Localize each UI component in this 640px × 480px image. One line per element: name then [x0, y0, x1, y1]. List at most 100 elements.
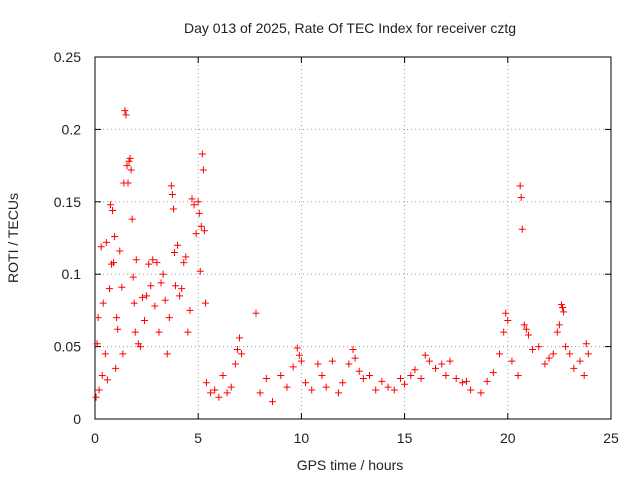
data-point: [458, 379, 466, 387]
data-point: [335, 389, 343, 397]
data-point: [560, 308, 568, 316]
data-point: [195, 209, 203, 217]
data-point: [442, 372, 450, 380]
data-point: [138, 293, 146, 301]
data-point: [520, 321, 528, 329]
chart-title: Day 013 of 2025, Rate Of TEC Index for r…: [184, 20, 516, 36]
data-point: [553, 328, 561, 336]
data-point: [558, 304, 566, 312]
data-point: [314, 360, 322, 368]
data-point: [199, 166, 207, 174]
data-point: [269, 398, 277, 406]
data-point: [184, 328, 192, 336]
data-point: [425, 357, 433, 365]
data-point: [149, 256, 157, 264]
y-tick-label: 0.05: [54, 339, 81, 355]
data-point: [283, 383, 291, 391]
data-point: [211, 386, 219, 394]
data-point: [438, 360, 446, 368]
data-point: [145, 260, 153, 268]
data-point: [123, 162, 131, 170]
data-point: [103, 376, 111, 384]
data-point: [372, 386, 380, 394]
data-point: [116, 247, 124, 255]
data-point: [182, 253, 190, 261]
data-point: [194, 198, 202, 206]
data-point: [483, 377, 491, 385]
data-point: [121, 107, 129, 115]
data-point: [582, 340, 590, 348]
data-point: [477, 389, 485, 397]
data-point: [201, 299, 209, 307]
data-point: [132, 256, 140, 264]
data-point: [541, 360, 549, 368]
data-point: [170, 248, 178, 256]
data-point: [421, 351, 429, 359]
data-point: [167, 182, 175, 190]
data-point: [467, 386, 475, 394]
data-point: [127, 166, 135, 174]
data-point: [390, 386, 398, 394]
data-point: [535, 343, 543, 351]
data-point: [207, 389, 215, 397]
data-point: [231, 360, 239, 368]
data-point: [143, 292, 151, 300]
x-tick-label: 0: [91, 430, 99, 446]
data-point: [99, 299, 107, 307]
data-point: [131, 328, 139, 336]
data-point: [302, 379, 310, 387]
data-point: [297, 357, 305, 365]
data-point: [417, 374, 425, 382]
data-point: [168, 191, 176, 199]
data-point: [318, 372, 326, 380]
data-point: [141, 317, 149, 325]
data-point: [238, 350, 246, 358]
data-point: [198, 150, 206, 158]
data-point: [157, 279, 165, 287]
data-point: [517, 193, 525, 201]
data-point: [197, 222, 205, 230]
data-point: [111, 233, 119, 241]
data-point: [196, 267, 204, 275]
data-point: [215, 393, 223, 401]
y-tick-label: 0.15: [54, 194, 81, 210]
data-point: [124, 179, 132, 187]
data-point: [161, 296, 169, 304]
data-point: [562, 343, 570, 351]
data-point: [463, 377, 471, 385]
data-point: [130, 299, 138, 307]
data-point: [504, 317, 512, 325]
data-point: [514, 372, 522, 380]
data-point: [114, 325, 122, 333]
data-point: [366, 372, 374, 380]
data-point: [106, 201, 114, 209]
data-point: [233, 345, 241, 353]
data-point: [110, 259, 118, 267]
data-point: [384, 383, 392, 391]
x-tick-label: 20: [500, 430, 516, 446]
data-point: [277, 372, 285, 380]
data-point: [401, 380, 409, 388]
data-point: [128, 215, 136, 223]
x-axis-label: GPS time / hours: [297, 457, 404, 473]
data-point: [566, 350, 574, 358]
data-point: [190, 201, 198, 209]
y-axis: 0 0.05 0.1 0.15 0.2 0.25: [54, 49, 611, 427]
data-point: [136, 343, 144, 351]
data-points: [92, 107, 592, 406]
data-point: [126, 154, 134, 162]
data-point: [118, 283, 126, 291]
plot-frame: [94, 56, 612, 420]
data-point: [322, 383, 330, 391]
data-point: [112, 364, 120, 372]
x-tick-label: 25: [603, 430, 619, 446]
data-point: [508, 357, 516, 365]
data-point: [109, 206, 117, 214]
data-point: [95, 386, 103, 394]
data-point: [289, 363, 297, 371]
data-point: [396, 374, 404, 382]
data-point: [151, 302, 159, 310]
data-point: [256, 389, 264, 397]
data-point: [202, 379, 210, 387]
